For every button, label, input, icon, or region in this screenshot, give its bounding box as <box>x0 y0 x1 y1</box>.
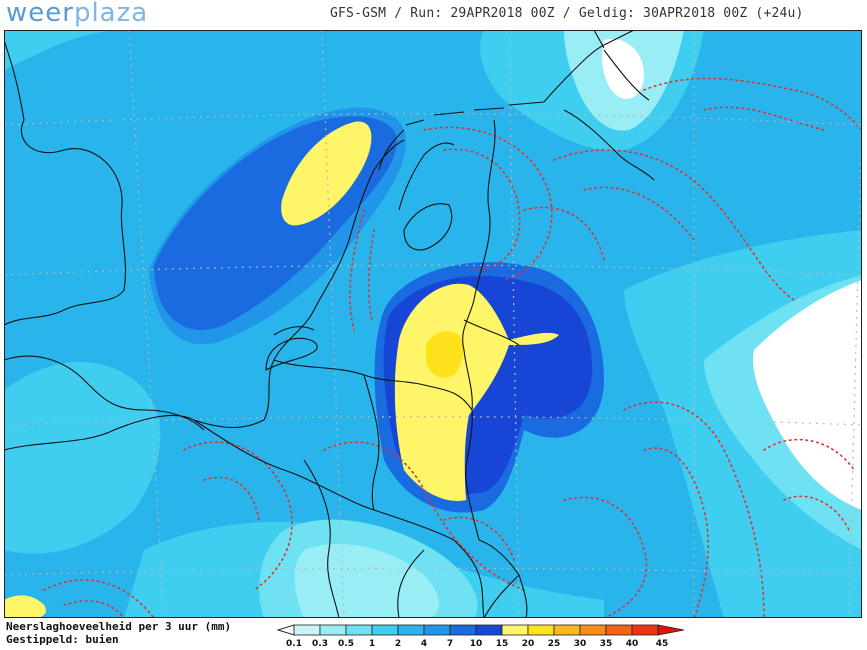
precip-zone-gold-central <box>426 331 464 378</box>
scale-tick-label: 0.3 <box>312 639 328 648</box>
legend-subtitle: Gestippeld: buien <box>6 633 119 646</box>
scale-tick-label: 1 <box>369 639 375 648</box>
scale-swatch <box>449 624 477 636</box>
scale-tick-label: 15 <box>496 639 509 648</box>
header: weerplaza GFS-GSM / Run: 29APR2018 00Z /… <box>0 0 867 28</box>
scale-tick-label: 20 <box>522 639 535 648</box>
scale-tick-label: 4 <box>421 639 427 648</box>
scale-swatch <box>423 624 451 636</box>
precipitation-map <box>4 30 862 618</box>
shower-contours <box>43 77 862 618</box>
scale-tick-label: 10 <box>470 639 483 648</box>
scale-tick-label: 30 <box>574 639 587 648</box>
scale-swatch <box>631 624 659 636</box>
color-scale: 0.1 0.3 0.5 1 2 4 7 10 15 20 25 30 35 40 45 <box>276 624 685 648</box>
precip-zone-yellow-north-sea <box>281 121 372 226</box>
scale-swatch <box>475 624 503 636</box>
scale-swatch <box>293 624 321 636</box>
scale-tick-label: 35 <box>600 639 613 648</box>
scale-swatch <box>605 624 633 636</box>
run-info: GFS-GSM / Run: 29APR2018 00Z / Geldig: 3… <box>330 6 804 21</box>
scale-swatch <box>553 624 581 636</box>
scale-swatch <box>371 624 399 636</box>
precip-zone-yellow-sw <box>4 595 46 618</box>
weerplaza-logo[interactable]: weerplaza <box>6 0 148 28</box>
scale-swatch <box>579 624 607 636</box>
precip-zone-white-e <box>753 280 862 510</box>
logo-weer: weer <box>6 0 74 28</box>
scale-swatch <box>527 624 555 636</box>
scale-tick-label: 40 <box>626 639 639 648</box>
scale-swatch <box>319 624 347 636</box>
scale-tick-label: 2 <box>395 639 401 648</box>
scale-swatch <box>657 624 685 636</box>
scale-tick-label: 25 <box>548 639 561 648</box>
logo-plaza: plaza <box>73 0 149 28</box>
coastlines-and-borders <box>4 30 655 618</box>
scale-swatch <box>397 624 425 636</box>
scale-tick-label: 0.1 <box>286 639 302 648</box>
precip-zone-light-w <box>4 361 161 554</box>
legend-title: Neerslaghoeveelheid per 3 uur (mm) <box>6 620 232 633</box>
scale-tick-label: 0.5 <box>338 639 354 648</box>
precip-zone-vlight-s <box>294 544 439 618</box>
scale-tick-label: 7 <box>447 639 453 648</box>
legend: Neerslaghoeveelheid per 3 uur (mm) Gesti… <box>0 620 867 650</box>
scale-left-arrow <box>276 624 295 636</box>
precip-zone-white-ne <box>602 39 644 99</box>
precip-zone-light-nw <box>4 30 124 70</box>
scale-tick-label: 45 <box>656 639 669 648</box>
scale-swatch <box>345 624 373 636</box>
scale-swatch <box>501 624 529 636</box>
